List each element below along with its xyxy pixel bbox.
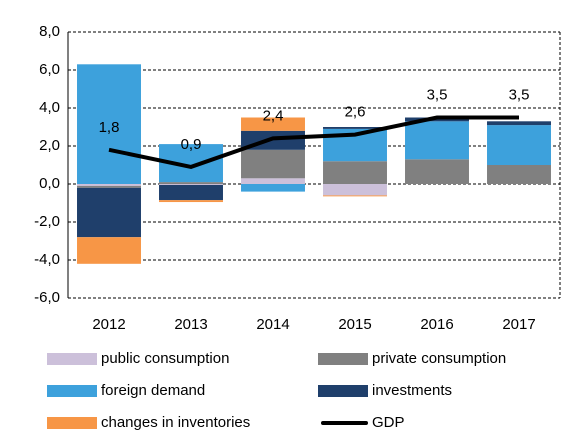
y-tick-label: 4,0	[39, 99, 60, 116]
bar-segment	[77, 184, 141, 186]
bar-segment	[241, 184, 305, 192]
legend-swatch	[47, 417, 97, 429]
bar-segment	[77, 237, 141, 264]
bar-segment	[241, 149, 305, 179]
y-tick-label: -4,0	[34, 251, 60, 268]
legend-swatch	[47, 385, 97, 397]
y-tick-label: 6,0	[39, 61, 60, 78]
x-tick-label: 2013	[174, 316, 207, 333]
bar-segment	[77, 64, 141, 184]
bar-segment	[159, 182, 223, 184]
y-tick-label: 2,0	[39, 137, 60, 154]
legend-label: public consumption	[101, 350, 229, 367]
bar-segment	[323, 184, 387, 196]
data-label: 3,5	[509, 86, 530, 103]
bar-segment	[241, 117, 305, 131]
legend-label: private consumption	[372, 350, 506, 367]
bar-segment	[77, 185, 141, 188]
line	[108, 115, 519, 169]
legend-label: foreign demand	[101, 382, 205, 399]
bar-segment	[241, 178, 305, 184]
x-tick-label: 2017	[502, 316, 535, 333]
bar-segment	[487, 125, 551, 165]
legend-swatch	[318, 353, 368, 365]
legend-label: investments	[372, 382, 452, 399]
y-tick-label: -6,0	[34, 289, 60, 306]
bar-segment	[405, 159, 469, 184]
data-label: 2,6	[345, 104, 366, 121]
legend-label: changes in inventories	[101, 414, 250, 431]
x-tick-label: 2014	[256, 316, 289, 333]
legend-swatch	[47, 353, 97, 365]
x-tick-label: 2012	[92, 316, 125, 333]
data-label: 2,4	[263, 107, 284, 124]
data-label: 0,9	[181, 136, 202, 153]
y-tick-label: -2,0	[34, 213, 60, 230]
bar-segment	[323, 161, 387, 184]
bar-segment	[323, 127, 387, 129]
x-tick-label: 2015	[338, 316, 371, 333]
bar-segment	[77, 187, 141, 238]
bar-segment	[323, 195, 387, 197]
x-tick-label: 2016	[420, 316, 453, 333]
bar-segment	[405, 121, 469, 160]
bar-segment	[159, 184, 223, 201]
bar-segment	[487, 165, 551, 184]
legend-swatch	[318, 385, 368, 397]
bar-segment	[159, 184, 223, 185]
bar-segment	[487, 121, 551, 126]
y-tick-label: 8,0	[39, 23, 60, 40]
y-tick-label: 0,0	[39, 175, 60, 192]
data-label: 3,5	[427, 86, 448, 103]
data-label: 1,8	[99, 119, 120, 136]
legend-label: GDP	[372, 414, 405, 431]
bar-segment	[159, 200, 223, 203]
